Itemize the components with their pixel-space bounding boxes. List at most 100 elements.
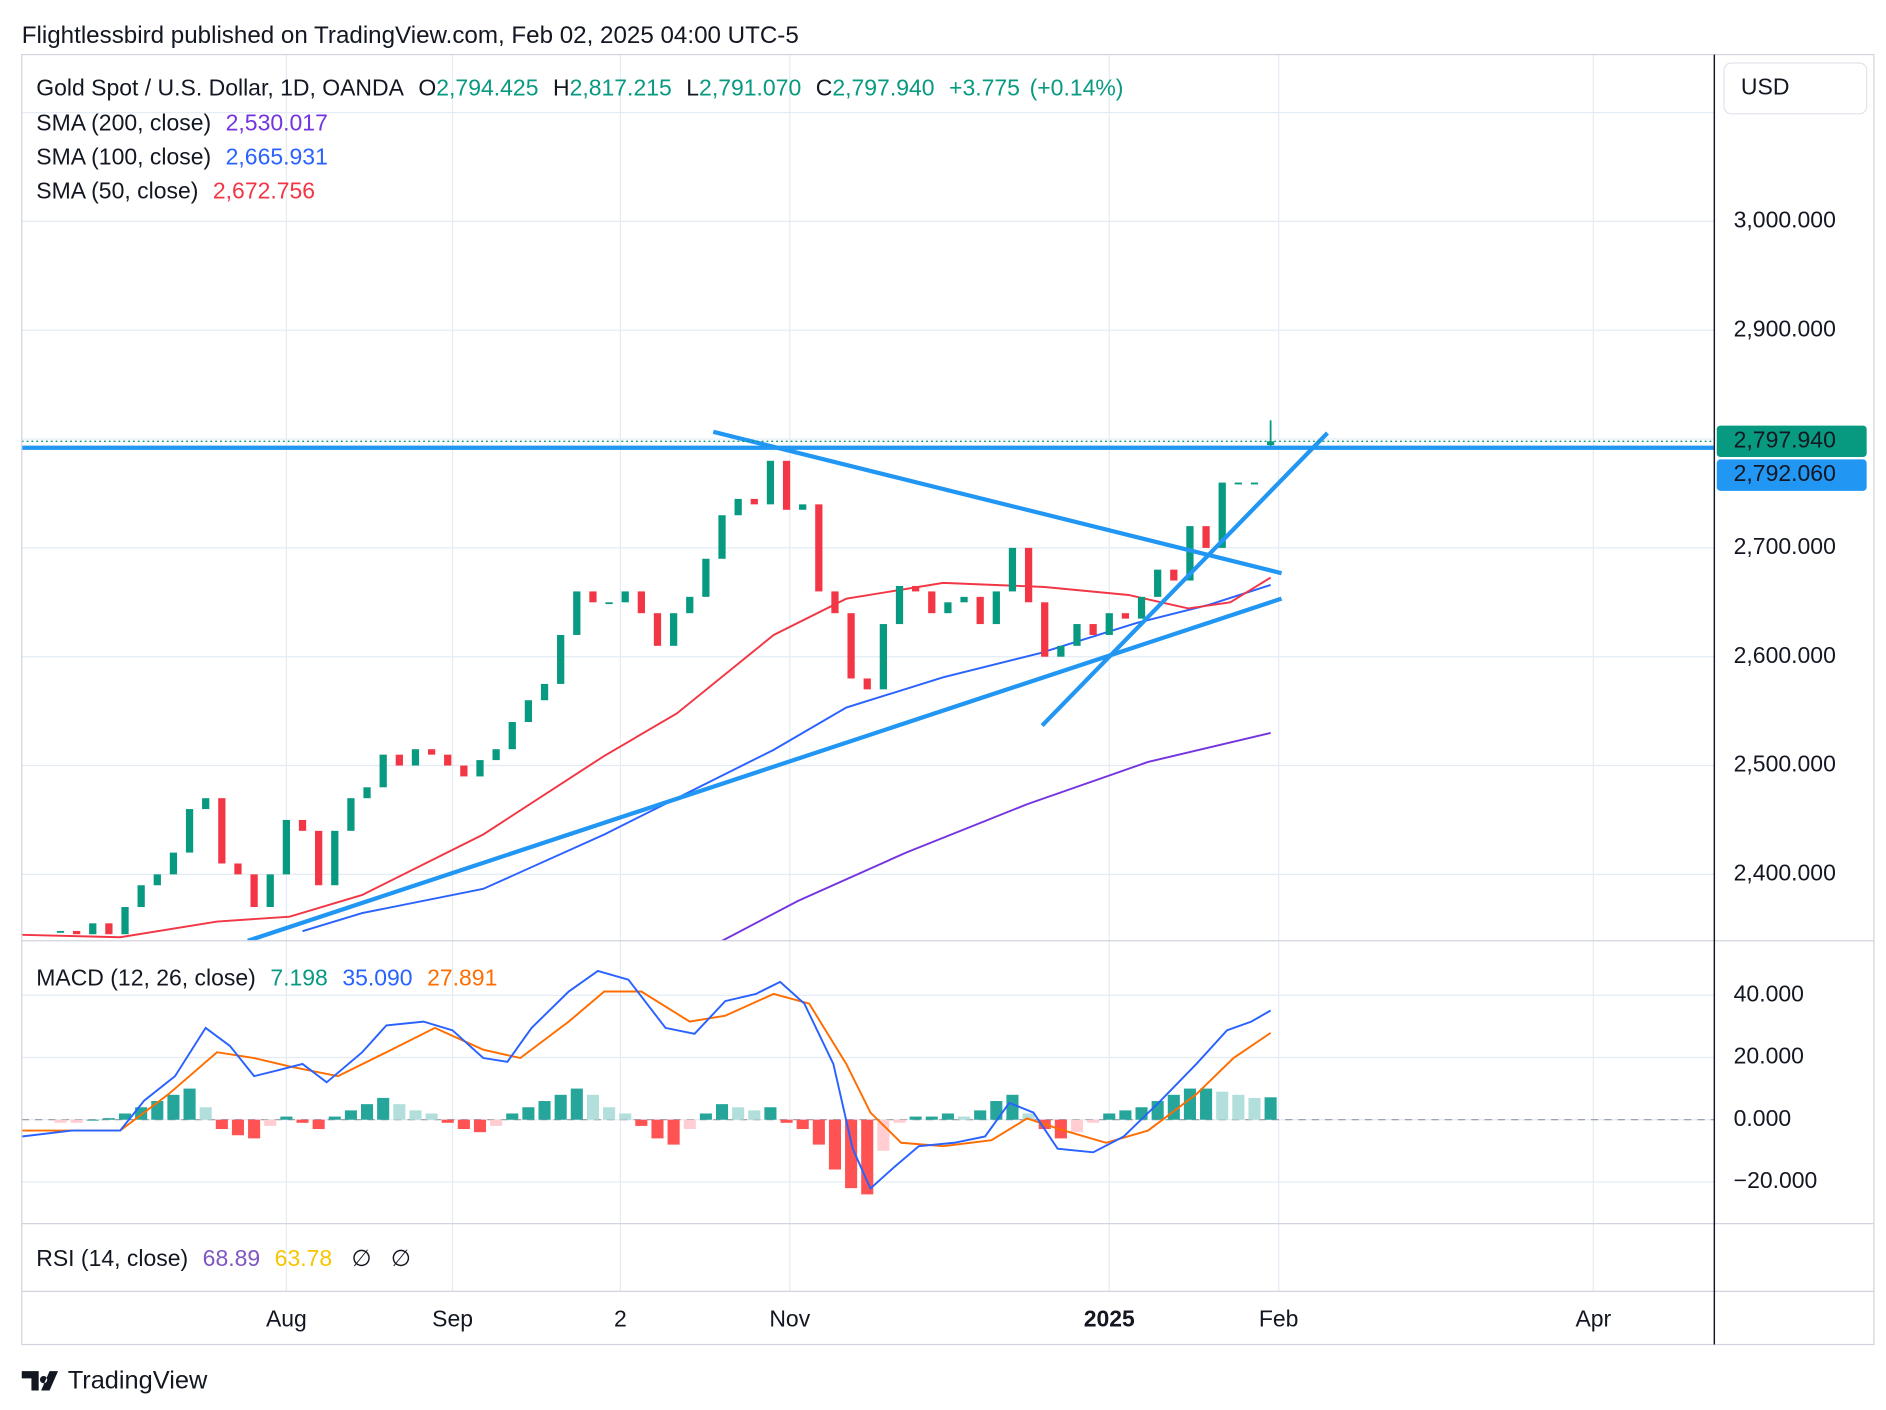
- candle-body: [1057, 645, 1065, 657]
- candle-body: [1186, 526, 1194, 581]
- histogram-bar: [280, 1116, 293, 1120]
- rsi-legend: RSI (14, close) 68.89 63.78 ∅ ∅: [36, 1245, 411, 1271]
- histogram-bar: [683, 1119, 696, 1130]
- currency[interactable]: USD: [1741, 73, 1790, 99]
- candle-body: [315, 830, 323, 886]
- candle-body: [637, 591, 645, 614]
- candle-body: [427, 749, 436, 755]
- histogram-bar: [490, 1119, 503, 1126]
- candle-body: [508, 722, 516, 750]
- candle-body: [1089, 624, 1097, 635]
- histogram-bar: [796, 1119, 809, 1130]
- rsi-value: ∅: [352, 1245, 372, 1271]
- candle-body: [718, 515, 726, 559]
- histogram-bar: [70, 1119, 83, 1123]
- published-line: Flightlessbird published on TradingView.…: [22, 22, 799, 49]
- candle-body: [605, 602, 613, 605]
- candle-body: [234, 863, 242, 875]
- ohlc-value: 2,791.070: [699, 75, 801, 101]
- rsi-title: RSI (14, close): [36, 1245, 188, 1271]
- y-tick-label: 0.000: [1734, 1105, 1791, 1131]
- x-tick-label: 2025: [1084, 1305, 1135, 1331]
- y-tick-label: 20.000: [1734, 1043, 1804, 1069]
- candles: [56, 420, 1275, 935]
- candle-body: [1008, 547, 1017, 592]
- histogram-bar: [328, 1116, 341, 1120]
- histogram-bar: [554, 1094, 567, 1120]
- histogram-bar: [764, 1107, 777, 1120]
- candle-body: [411, 749, 420, 766]
- histogram-bar: [941, 1113, 954, 1120]
- histogram-bar: [457, 1119, 470, 1130]
- sma-name: SMA (100, close): [36, 144, 211, 170]
- histogram-bar: [974, 1110, 987, 1120]
- candle-body: [89, 923, 97, 935]
- candle-body: [266, 874, 274, 908]
- candle-body: [1218, 482, 1226, 548]
- candle-body: [202, 798, 210, 810]
- histogram-bar: [167, 1094, 180, 1120]
- histogram-bar: [393, 1104, 406, 1120]
- brand: TradingView: [68, 1367, 208, 1395]
- candle-body: [121, 907, 129, 935]
- y-tick-label: 2,900.000: [1734, 315, 1836, 341]
- histogram-bar: [248, 1119, 261, 1139]
- sma-legend-entry: SMA (50, close) 2,672.756: [36, 177, 315, 203]
- histogram-bar: [1006, 1094, 1019, 1120]
- candle-body: [1234, 482, 1242, 485]
- histogram-bar: [667, 1119, 680, 1145]
- histogram-bar: [473, 1119, 487, 1133]
- histogram-bar: [909, 1116, 922, 1120]
- candle-body: [137, 885, 145, 908]
- rsi-value: 68.89: [203, 1245, 260, 1271]
- candle-body: [863, 678, 871, 690]
- ohlc-prefix: O: [418, 75, 436, 101]
- candle-body: [734, 498, 742, 516]
- histogram-bar: [183, 1088, 196, 1120]
- x-tick-label: Nov: [769, 1305, 810, 1331]
- histogram-bar: [1135, 1107, 1148, 1120]
- brand-logo: [21, 1371, 59, 1391]
- histogram-bar: [409, 1110, 422, 1120]
- histogram-bar: [732, 1107, 745, 1120]
- histogram-bar: [1232, 1094, 1245, 1120]
- histogram-bar: [377, 1097, 390, 1120]
- sma-name: SMA (50, close): [36, 177, 198, 203]
- candle-body: [282, 819, 291, 875]
- macd-value: 35.090: [342, 964, 412, 990]
- frame: [21, 53, 1875, 1346]
- sma-lines: [21, 576, 1272, 941]
- candle-body: [1121, 613, 1130, 619]
- ohlc-value: 2,797.940: [832, 75, 934, 101]
- x-tick-label: Sep: [432, 1305, 473, 1331]
- candle-body: [395, 754, 403, 766]
- ohlc-value: 2,794.425: [436, 75, 538, 101]
- rsi-value: ∅: [391, 1245, 411, 1271]
- currency-button[interactable]: [1723, 62, 1868, 115]
- sma-value: 2,665.931: [226, 144, 328, 170]
- candle-body: [363, 787, 371, 799]
- candle-body: [250, 874, 258, 908]
- symbol: Gold Spot / U.S. Dollar, 1D, OANDA: [36, 75, 404, 101]
- candle-body: [669, 613, 678, 646]
- sma-value: 2,530.017: [226, 110, 328, 136]
- candle-body: [1041, 602, 1049, 657]
- candle-body: [815, 504, 823, 592]
- candle-body: [1170, 569, 1178, 581]
- candle-body: [928, 591, 936, 614]
- candle-body: [1202, 526, 1210, 548]
- price-label: 2,797.940: [1734, 426, 1836, 452]
- histogram-bar: [312, 1119, 325, 1130]
- histogram-bar: [538, 1101, 551, 1120]
- candle-body: [1024, 547, 1033, 603]
- histogram-bar: [1070, 1119, 1084, 1133]
- candle-body: [960, 596, 968, 603]
- ohlc-prefix: L: [686, 75, 699, 101]
- candle-body: [992, 591, 1000, 625]
- ohlc-prefix: H: [553, 75, 570, 101]
- candle-body: [879, 624, 887, 690]
- candle-body: [653, 613, 662, 646]
- sma-legend-entry: SMA (200, close) 2,530.017: [36, 110, 328, 136]
